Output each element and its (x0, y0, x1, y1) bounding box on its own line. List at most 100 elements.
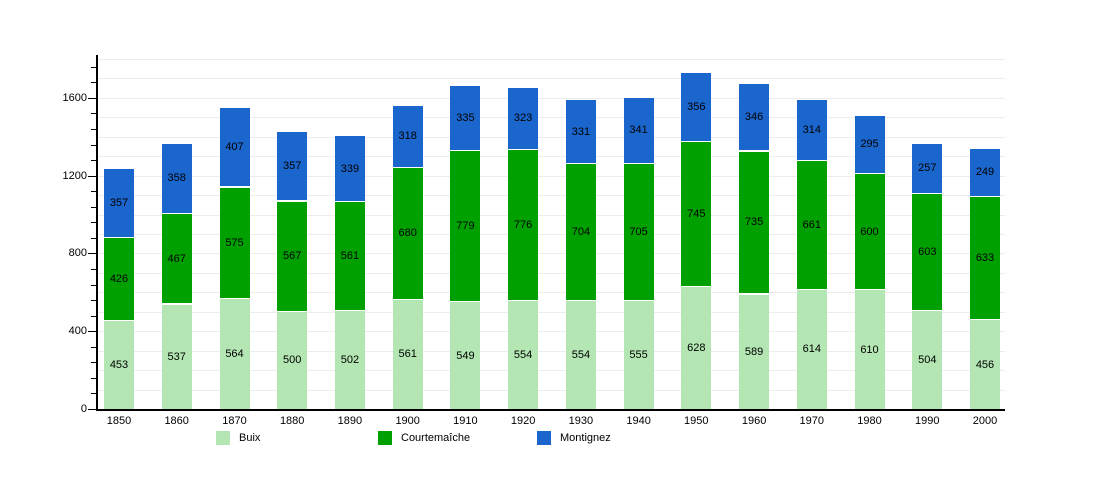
y-minor-tick (91, 82, 96, 83)
bar-segment-buix-1850: 453 (104, 320, 134, 409)
x-tick-label: 1880 (279, 415, 305, 427)
x-tick-label: 1930 (568, 415, 594, 427)
bar-segment-courtemaîche-1980: 600 (854, 173, 885, 291)
bar-value-label: 331 (571, 125, 591, 138)
bar-value-label: 549 (456, 349, 475, 362)
bar-value-label: 341 (629, 124, 648, 137)
y-tick-label: 1600 (62, 91, 87, 104)
gridline (98, 97, 1005, 99)
x-tick-label: 1890 (337, 415, 363, 427)
y-tick-label: 0 (80, 403, 87, 415)
gridline (98, 117, 1005, 119)
bar-value-label: 555 (629, 349, 648, 362)
x-tick-label: 1960 (741, 415, 767, 427)
bar-value-label: 561 (398, 348, 417, 361)
bar-value-label: 346 (744, 111, 764, 124)
y-minor-tick (91, 378, 96, 379)
gridline (98, 272, 1005, 274)
x-tick-label: 1950 (684, 415, 709, 427)
y-minor-tick (91, 300, 96, 301)
bar-segment-courtemaîche-1920: 776 (508, 150, 539, 302)
bar-value-label: 407 (225, 141, 244, 154)
bar-value-label: 554 (513, 349, 533, 362)
y-minor-tick (91, 222, 96, 223)
bar-value-label: 603 (918, 245, 937, 258)
bar-segment-montignez-1920: 323 (508, 87, 539, 151)
bar-value-label: 614 (802, 343, 821, 356)
legend-label-courtemaiche: Courtemaîche (401, 432, 471, 444)
bar-segment-montignez-1940: 341 (623, 97, 654, 164)
gridline (98, 175, 1005, 177)
y-minor-tick (91, 67, 96, 68)
bar-segment-montignez-1970: 314 (796, 100, 827, 162)
y-minor-tick (91, 191, 96, 192)
gridline (98, 311, 1005, 313)
bar-value-label: 456 (975, 358, 995, 371)
bar-segment-courtemaîche-1970: 661 (796, 161, 827, 290)
bar-segment-courtemaîche-1950: 745 (681, 142, 712, 287)
bar-segment-courtemaîche-1900: 680 (392, 167, 423, 300)
y-minor-tick (91, 129, 96, 130)
legend-swatch-montignez (537, 431, 551, 445)
bar-segment-montignez-1910: 335 (450, 85, 481, 151)
gridline (98, 214, 1005, 216)
bar-segment-buix-1930: 554 (565, 301, 596, 409)
y-minor-tick (91, 347, 96, 348)
bar-value-label: 680 (398, 227, 417, 240)
gridline (98, 292, 1005, 294)
gridline (98, 136, 1005, 138)
bar-value-label: 335 (456, 111, 475, 124)
bar-value-label: 257 (918, 162, 937, 175)
bar-value-label: 575 (225, 236, 244, 249)
y-tick-label: 1200 (62, 169, 87, 182)
legend-item-montignez: Montignez (537, 430, 611, 446)
bar-segment-courtemaîche-1940: 705 (623, 164, 654, 302)
y-minor-tick (91, 238, 96, 239)
y-minor-tick (91, 285, 96, 286)
gridline (98, 78, 1005, 80)
gridline (98, 195, 1005, 197)
bar-segment-courtemaîche-1960: 735 (739, 151, 770, 295)
y-minor-tick (91, 160, 96, 161)
bar-segment-buix-1950: 628 (681, 286, 712, 409)
bar-segment-courtemaîche-1990: 603 (912, 193, 943, 311)
x-tick-label: 1850 (106, 415, 132, 427)
bar-value-label: 537 (167, 350, 186, 363)
bar-segment-buix-1940: 555 (623, 301, 654, 409)
bar-segment-buix-1980: 610 (854, 290, 885, 409)
y-major-tick (88, 98, 96, 99)
bar-value-label: 589 (744, 345, 764, 358)
bar-segment-courtemaîche-1880: 567 (277, 201, 308, 312)
bar-value-label: 633 (975, 252, 995, 265)
bar-segment-montignez-1890: 339 (334, 136, 365, 203)
gridline (98, 331, 1005, 333)
x-tick-label: 1860 (164, 415, 189, 427)
bar-segment-courtemaîche-2000: 633 (970, 197, 1000, 321)
bar-segment-buix-1960: 589 (739, 294, 770, 409)
bar-value-label: 339 (340, 162, 360, 175)
gridline (98, 156, 1005, 158)
y-tick-label: 800 (68, 247, 87, 260)
gridline (98, 389, 1005, 391)
bar-segment-montignez-1930: 331 (565, 100, 596, 165)
bar-value-label: 600 (860, 225, 879, 238)
bar-segment-montignez-1870: 407 (219, 108, 250, 188)
y-minor-tick (91, 362, 96, 363)
bar-segment-montignez-1850: 357 (104, 168, 134, 238)
bar-segment-montignez-1950: 356 (681, 72, 712, 142)
bar-segment-buix-1920: 554 (508, 301, 539, 409)
bar-value-label: 705 (629, 226, 648, 239)
bar-value-label: 323 (513, 112, 533, 125)
bar-value-label: 314 (802, 124, 821, 137)
y-tick-label: 400 (68, 325, 87, 338)
bar-value-label: 661 (802, 218, 821, 231)
bar-segment-courtemaîche-1930: 704 (565, 164, 596, 302)
bar-segment-montignez-1880: 357 (277, 132, 308, 202)
gridline (98, 253, 1005, 255)
legend-item-buix: Buix (216, 430, 260, 446)
legend-label-montignez: Montignez (560, 432, 611, 444)
bar-value-label: 628 (687, 341, 706, 354)
bar-segment-buix-1900: 561 (392, 299, 423, 409)
bar-value-label: 735 (744, 216, 764, 229)
